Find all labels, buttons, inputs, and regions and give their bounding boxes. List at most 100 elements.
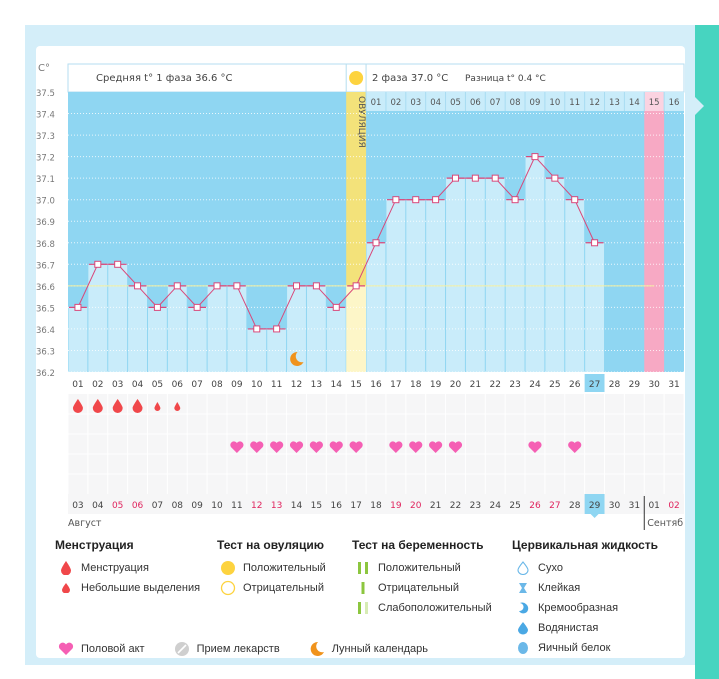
y-tick-label: 37.0 [36, 197, 55, 207]
creamy-icon [512, 601, 534, 615]
temperature-point [412, 196, 420, 204]
luteal-day-label: 13 [609, 98, 620, 108]
cycle-day-label: 21 [470, 380, 481, 390]
legend-title: Тест на беременность [352, 538, 484, 552]
temperature-point [491, 174, 499, 182]
y-tick-label: 36.8 [36, 240, 55, 250]
legend-title: Менструация [55, 538, 134, 552]
calendar-date-label: 11 [231, 501, 242, 511]
menstruation-drop-icon [132, 399, 143, 413]
calendar-date-label: 06 [132, 501, 144, 511]
temperature-bar [585, 242, 605, 372]
calendar-date-label: 27 [549, 501, 560, 511]
temperature-bar [147, 307, 167, 372]
cycle-day-label: 08 [211, 380, 223, 390]
temperature-point [392, 196, 400, 204]
cycle-day-label: 06 [172, 380, 184, 390]
calendar-date-label: 22 [450, 501, 461, 511]
luteal-day-label: 10 [549, 98, 560, 108]
cycle-day-label: 15 [350, 380, 361, 390]
cycle-day-label: 23 [509, 380, 520, 390]
calendar-date-label: 26 [529, 501, 541, 511]
cycle-day-label: 17 [390, 380, 401, 390]
cycle-day-label: 25 [549, 380, 560, 390]
menstruation-drop-icon [72, 399, 83, 413]
legend-label: Прием лекарств [196, 643, 280, 655]
today-highlight [584, 494, 605, 514]
sticky-icon [512, 581, 534, 595]
cycle-day-label: 31 [668, 380, 679, 390]
calendar-date-label: 25 [509, 501, 520, 511]
intercourse-heart-icon [389, 441, 403, 453]
temperature-point [233, 282, 241, 290]
one-line-icon [352, 581, 374, 595]
phase2-average: 2 фаза 37.0 °C [372, 73, 448, 84]
month-label: Сентяб [647, 518, 683, 529]
legend-label: Отрицательный [243, 582, 324, 594]
temperature-point [531, 153, 539, 161]
legend-item: Половой акт [55, 639, 145, 659]
y-tick-label: 37.1 [36, 175, 55, 185]
spotting-drop-icon [154, 402, 161, 411]
calendar-date-label: 30 [609, 501, 621, 511]
temperature-point [551, 174, 559, 182]
menstruation-drop-icon [92, 399, 103, 413]
y-tick-label: 36.3 [36, 347, 55, 357]
temp-difference: Разница t° 0.4 °C [465, 74, 546, 84]
legend-label: Сухо [538, 562, 563, 574]
cycle-day-label: 18 [410, 380, 422, 390]
legend-item: Менструация [55, 558, 200, 578]
temperature-bar [247, 328, 267, 372]
cycle-day-label: 02 [92, 380, 103, 390]
luteal-day-label: 03 [410, 98, 421, 108]
legend-bottom: Половой акт Прием лекарств Лунный календ… [55, 639, 428, 659]
expand-arrow-icon[interactable] [695, 97, 704, 115]
moon-icon [306, 641, 328, 657]
temperature-bar [545, 178, 565, 372]
cycle-day-label: 26 [569, 380, 581, 390]
legend-item: Отрицательный [217, 578, 326, 598]
temperature-point [74, 303, 82, 311]
month-label: Август [68, 518, 102, 529]
legend-item: Отрицательный [352, 578, 492, 598]
temperature-point [312, 282, 320, 290]
temperature-bar [267, 328, 287, 372]
calendar-date-label: 13 [271, 501, 282, 511]
heart-icon [55, 642, 77, 656]
cycle-day-label: 09 [231, 380, 243, 390]
temperature-point [511, 196, 519, 204]
temperature-bar [108, 264, 128, 372]
temperature-point [332, 303, 340, 311]
phase1-average: Средняя t° 1 фаза 36.6 °C [96, 73, 233, 84]
intercourse-heart-icon [289, 441, 304, 453]
intercourse-heart-icon [448, 441, 463, 453]
calendar-date-label: 05 [112, 501, 123, 511]
temperature-point [451, 174, 459, 182]
symptom-grid [68, 394, 684, 494]
calendar-date-label: 23 [470, 501, 481, 511]
cycle-day-label: 27 [589, 380, 600, 390]
y-axis-unit: C° [38, 63, 50, 74]
filled-circle-icon [217, 560, 239, 576]
legend-label: Клейкая [538, 582, 581, 594]
legend-item: Клейкая [512, 578, 658, 598]
cycle-day-label: 01 [72, 380, 83, 390]
cycle-day-label: 04 [132, 380, 144, 390]
cycle-day-label: 13 [311, 380, 322, 390]
cycle-day-label: 30 [648, 380, 660, 390]
luteal-day-label: 09 [530, 98, 541, 108]
cycle-day-label: 12 [291, 380, 302, 390]
legend-item: Яичный белок [512, 638, 658, 658]
egg-white-icon [512, 641, 534, 655]
cycle-day-label: 05 [152, 380, 163, 390]
luteal-day-label: 07 [490, 98, 501, 108]
y-tick-label: 36.9 [36, 218, 55, 228]
cycle-day-label: 16 [370, 380, 382, 390]
intercourse-heart-icon [270, 441, 284, 453]
temperature-bar [207, 285, 227, 372]
legend-label: Водянистая [538, 622, 599, 634]
calendar-date-label: 15 [311, 501, 322, 511]
menstruation-drop-icon [112, 399, 123, 413]
ovulation-test-positive-icon [349, 71, 364, 85]
